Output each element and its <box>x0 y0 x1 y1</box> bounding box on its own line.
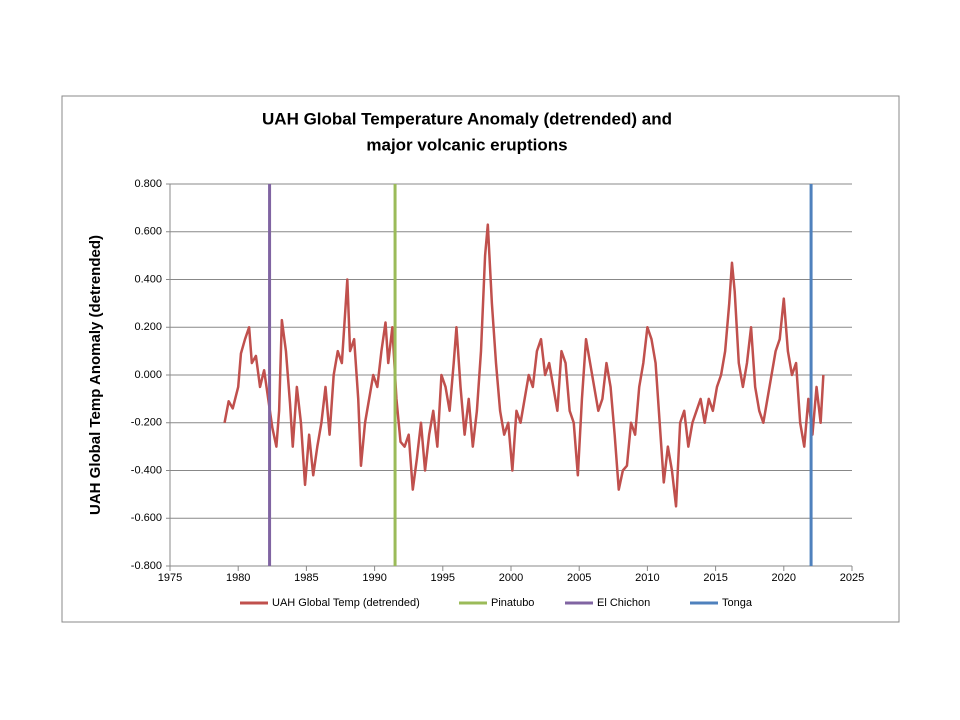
y-tick-label: -0.800 <box>131 560 162 572</box>
y-tick-label: -0.600 <box>131 512 162 524</box>
x-tick-label: 2010 <box>635 572 659 584</box>
x-tick-label: 2005 <box>567 572 591 584</box>
x-tick-label: 2020 <box>772 572 796 584</box>
x-tick-label: 1980 <box>226 572 250 584</box>
y-tick-label: -0.200 <box>131 417 162 429</box>
x-tick-label: 1995 <box>431 572 455 584</box>
legend-label: Tonga <box>722 597 753 609</box>
x-tick-label: 2000 <box>499 572 523 584</box>
y-tick-label: 0.600 <box>134 226 162 238</box>
y-tick-label: 0.800 <box>134 178 162 190</box>
chart-title: UAH Global Temperature Anomaly (detrende… <box>262 109 672 128</box>
legend-label: UAH Global Temp (detrended) <box>272 597 420 609</box>
x-tick-label: 1975 <box>158 572 182 584</box>
legend-label: Pinatubo <box>491 597 534 609</box>
y-tick-label: 0.000 <box>134 369 162 381</box>
chart-title: major volcanic eruptions <box>366 135 567 154</box>
series-line <box>223 223 825 508</box>
y-tick-label: 0.400 <box>134 273 162 285</box>
legend-label: El Chichon <box>597 597 650 609</box>
x-tick-label: 2015 <box>703 572 727 584</box>
x-tick-label: 1985 <box>294 572 318 584</box>
y-tick-label: -0.400 <box>131 464 162 476</box>
y-tick-label: 0.200 <box>134 321 162 333</box>
x-tick-label: 1990 <box>362 572 386 584</box>
x-tick-label: 2025 <box>840 572 864 584</box>
y-axis-label: UAH Global Temp Anomaly (detrended) <box>87 235 104 515</box>
